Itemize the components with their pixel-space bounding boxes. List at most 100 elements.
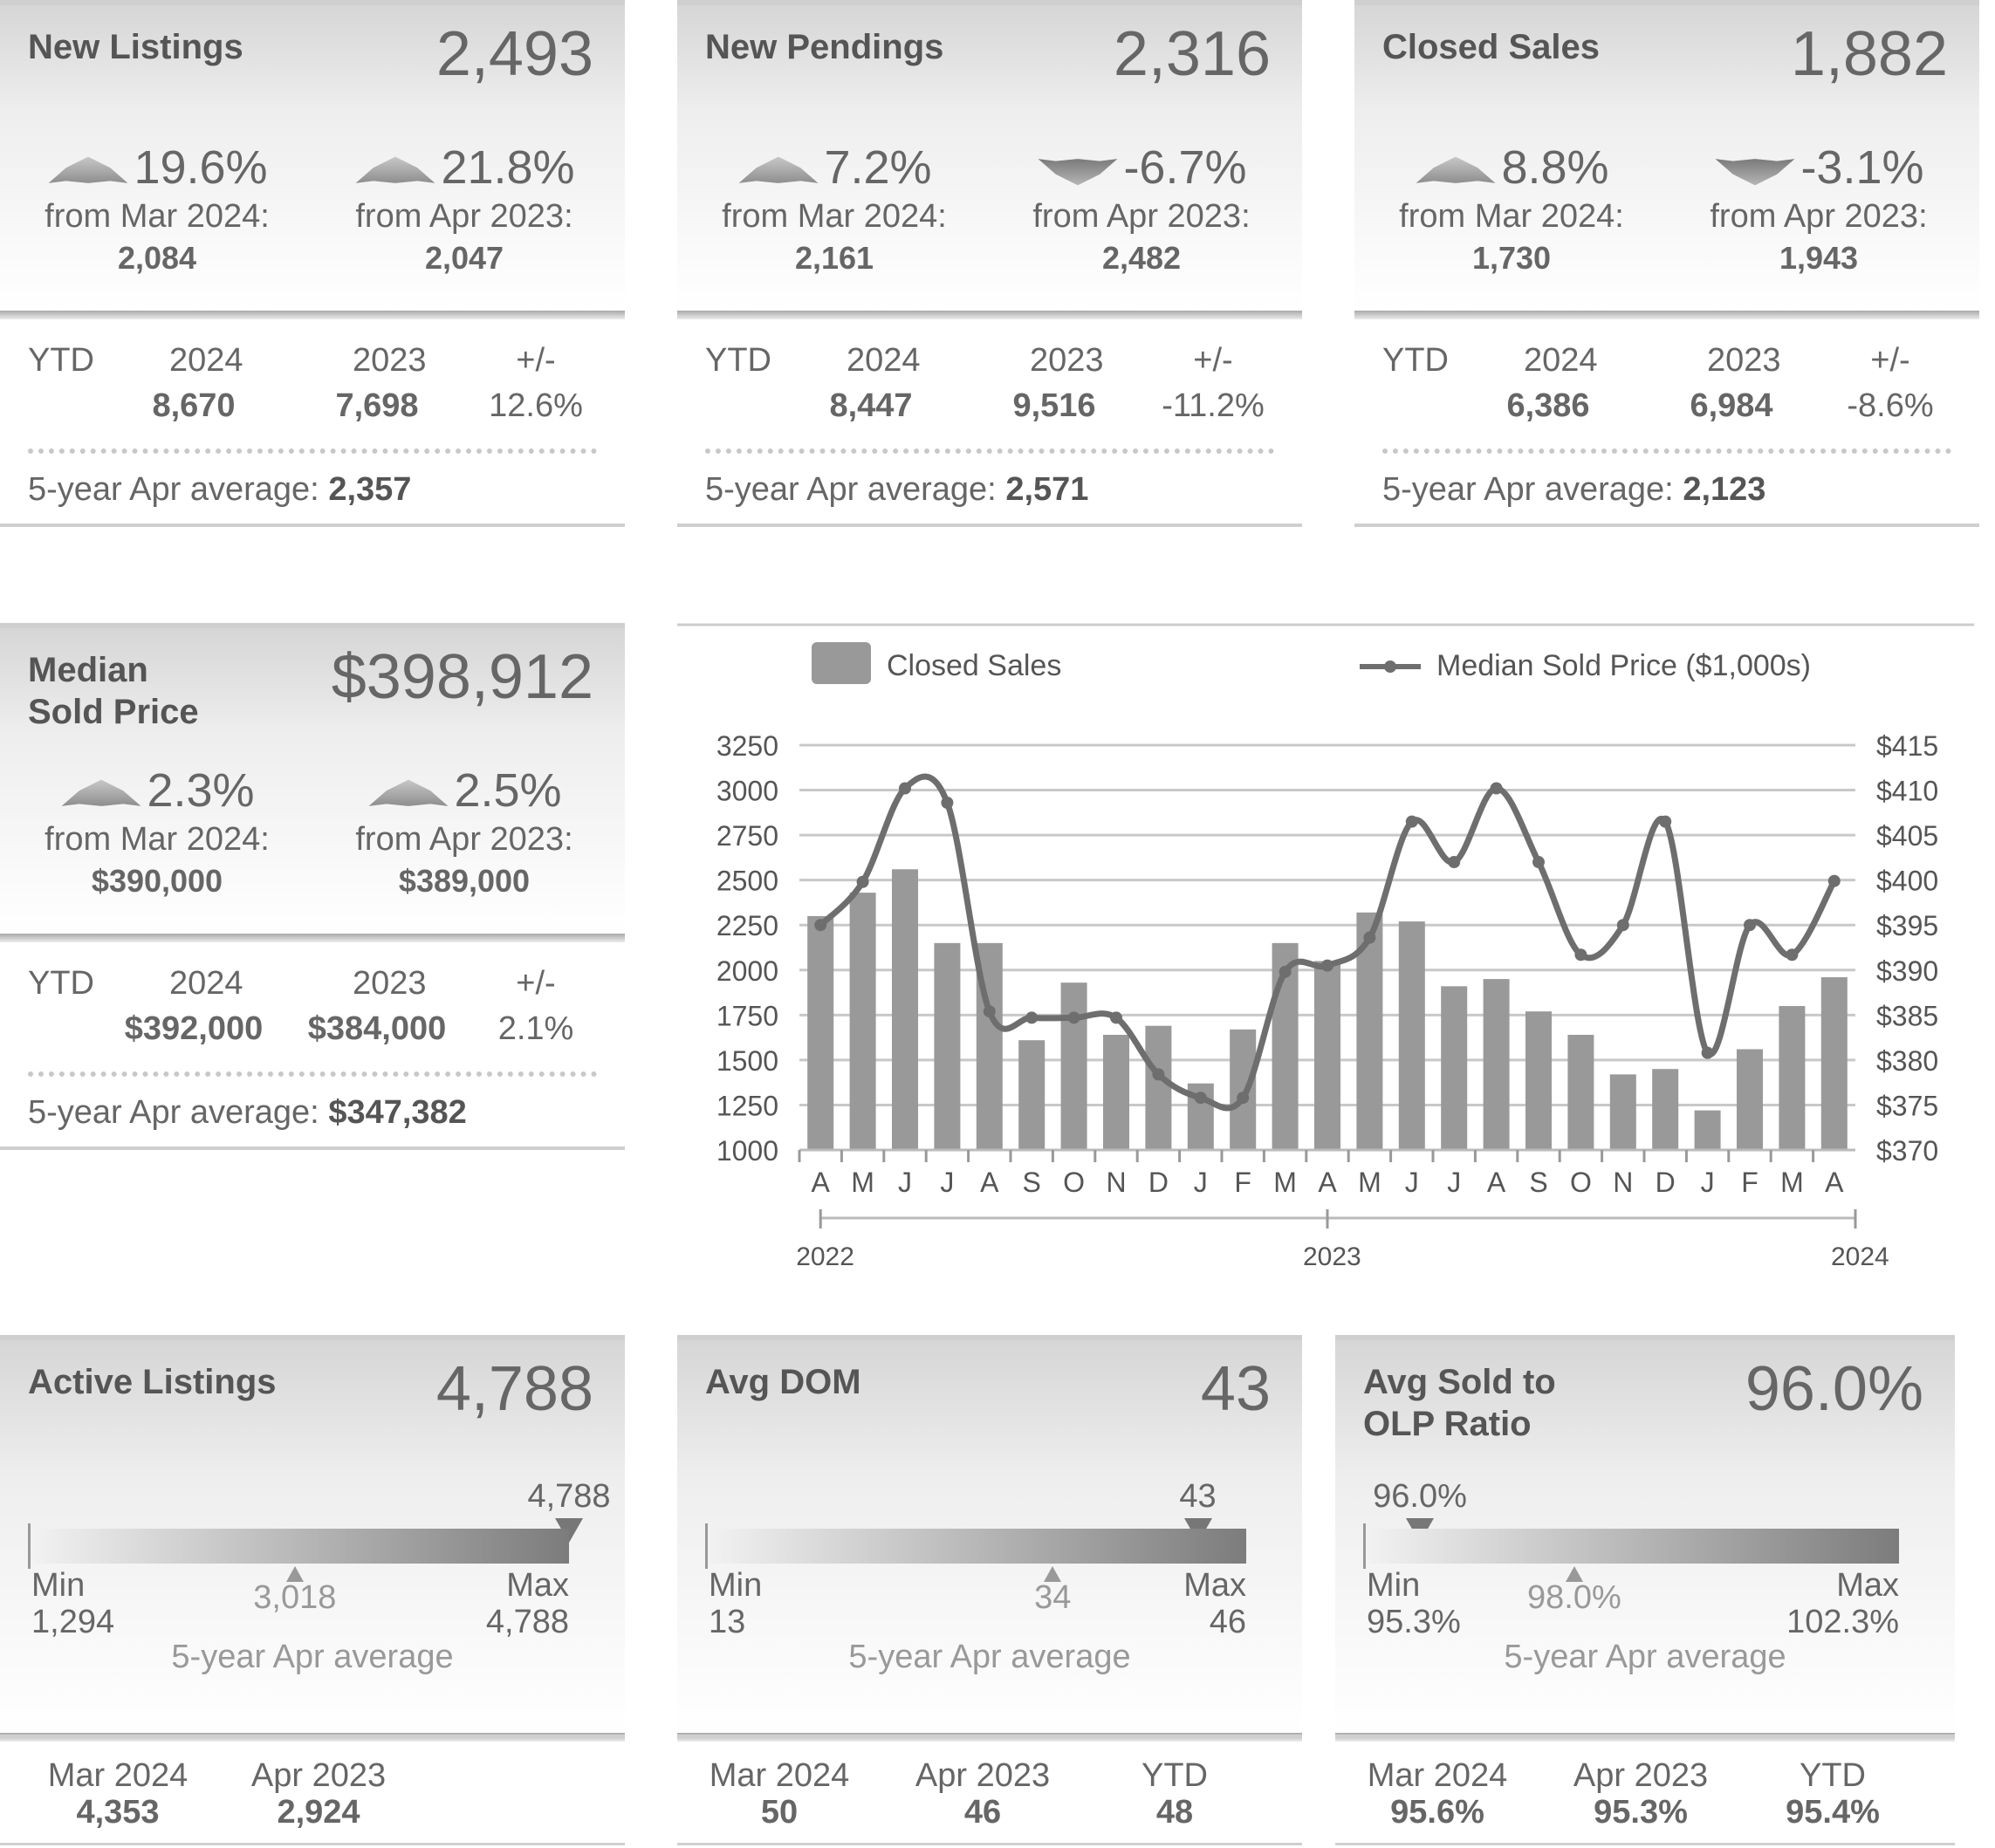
left-axis-tick-label: 3250	[716, 730, 778, 762]
left-axis-tick-label: 1250	[716, 1090, 778, 1121]
left-axis-tick-label: 2500	[716, 866, 778, 897]
compare-period: from Mar 2024:	[45, 821, 270, 858]
gauge-bar	[705, 1523, 1246, 1569]
comparison-cmp1: 2.3% from Mar 2024: $390,000	[9, 763, 305, 902]
compare-period: from Apr 2023:	[355, 821, 573, 858]
gauge-max-value: 102.3%	[1786, 1604, 1899, 1640]
ytd-year-prior: 2023	[353, 342, 427, 379]
gauge-average-caption: 5-year Apr average	[171, 1639, 454, 1675]
arrow-up-icon	[48, 156, 128, 183]
dotted-divider	[28, 1071, 597, 1077]
gauge-current-label: 96.0%	[1373, 1478, 1467, 1515]
right-axis-tick-label: $385	[1876, 1000, 1938, 1031]
right-axis-tick-label: $375	[1876, 1090, 1938, 1121]
arrow-up-icon	[1416, 156, 1496, 183]
gauge-average-marker-icon	[1565, 1566, 1583, 1582]
bar-closed-sales	[1483, 979, 1510, 1150]
card-divider	[0, 1735, 625, 1738]
gauge-min-value: 1,294	[31, 1604, 115, 1640]
right-axis-tick-label: $370	[1876, 1135, 1938, 1167]
x-axis-month-label: S	[1529, 1167, 1547, 1198]
ytd-value-current: 8,670	[152, 387, 236, 424]
year-axis-label: 2022	[796, 1242, 854, 1269]
ytd-value-current: $392,000	[124, 1010, 264, 1047]
arrow-up-icon	[61, 779, 141, 806]
footer-stat: YTD 48	[1141, 1757, 1208, 1831]
card-bottom-border	[677, 524, 1302, 527]
x-axis-month-label: A	[812, 1167, 831, 1198]
comparison-cmp1: 7.2% from Mar 2024: 2,161	[686, 140, 983, 279]
bar-closed-sales	[1736, 1049, 1764, 1150]
gauge-average-value: 34	[1034, 1579, 1072, 1616]
bar-closed-sales	[891, 869, 919, 1150]
arrow-up-icon	[355, 156, 435, 183]
compare-period: from Mar 2024:	[45, 198, 270, 235]
left-axis-tick-label: 3000	[716, 776, 778, 807]
card-value: 2,316	[1113, 19, 1271, 89]
dotted-divider	[28, 448, 597, 454]
gauge-current-marker-icon	[1183, 1518, 1212, 1543]
card-value: 4,788	[435, 1354, 593, 1424]
bar-closed-sales	[1652, 1069, 1679, 1150]
right-axis-tick-label: $380	[1876, 1045, 1938, 1077]
ytd-value-prior: $384,000	[307, 1010, 447, 1047]
legend-bar-label: Closed Sales	[887, 649, 1061, 682]
x-axis-month-label: A	[1318, 1167, 1337, 1198]
ytd-value-prior: 9,516	[1012, 387, 1096, 424]
point-median-sold-price	[1786, 948, 1799, 962]
right-axis-tick-label: $410	[1876, 776, 1938, 807]
five-year-average: 5-year Apr average: 2,123	[1382, 471, 1766, 508]
gauge-max-value: 4,788	[485, 1604, 569, 1640]
card-divider	[677, 1735, 1302, 1738]
ytd-year-prior: 2023	[1707, 342, 1781, 379]
compare-value: 1,943	[1779, 240, 1859, 276]
ytd-year-prior: 2023	[1030, 342, 1104, 379]
dotted-divider	[1382, 448, 1951, 454]
x-axis-month-label: A	[980, 1167, 999, 1198]
bar-closed-sales	[1398, 921, 1425, 1150]
x-axis-month-label: J	[940, 1167, 954, 1198]
x-axis-month-label: A	[1487, 1167, 1506, 1198]
gauge-min-label: Min	[1367, 1567, 1421, 1604]
change-percent: 8.8%	[1501, 141, 1609, 194]
right-axis-tick-label: $390	[1876, 955, 1938, 987]
gauge-min-label: Min	[31, 1567, 86, 1604]
bar-closed-sales	[849, 893, 876, 1150]
point-median-sold-price	[1616, 919, 1629, 932]
footer-stat: Apr 2023 46	[915, 1757, 1051, 1831]
point-median-sold-price	[983, 1005, 996, 1018]
card-value: 1,882	[1790, 19, 1948, 89]
ytd-label: YTD	[28, 342, 94, 379]
compare-value: 2,161	[794, 240, 874, 276]
card-title: New Pendings	[705, 28, 944, 66]
gauge-bar	[1363, 1523, 1899, 1569]
ytd-pm-label: +/-	[1193, 342, 1233, 379]
gauge-min-label: Min	[709, 1567, 763, 1604]
ytd-table: YTD 2024 2023 +/- 8,670 7,698 12.6%	[28, 342, 597, 429]
bar-closed-sales	[1018, 1040, 1045, 1150]
gauge-max-label: Max	[1183, 1567, 1246, 1604]
point-median-sold-price	[1405, 815, 1418, 828]
stat-card: New Listings 2,493 19.6% from Mar 2024: …	[0, 0, 625, 532]
card-title: Active Listings	[28, 1363, 277, 1401]
ytd-change: 12.6%	[489, 387, 583, 424]
card-bottom-border	[677, 1843, 1302, 1845]
compare-period: from Mar 2024:	[722, 198, 947, 235]
compare-period: from Apr 2023:	[355, 198, 573, 235]
point-median-sold-price	[1448, 856, 1461, 869]
gauge-average-marker-icon	[285, 1566, 304, 1582]
x-axis-month-label: D	[1656, 1167, 1676, 1198]
card-header	[0, 0, 625, 319]
gauge-current-marker-icon	[1406, 1518, 1434, 1543]
arrow-down-icon	[1715, 158, 1795, 186]
point-median-sold-price	[1110, 1011, 1122, 1024]
x-axis-month-label: J	[898, 1167, 912, 1198]
ytd-year-current: 2024	[847, 342, 921, 379]
change-percent: 21.8%	[441, 141, 575, 194]
gauge-panel: Avg Sold to OLP Ratio 96.0% 96.0% Min 95.…	[1335, 1335, 1955, 1742]
gauge-average-caption: 5-year Apr average	[1504, 1639, 1786, 1675]
point-median-sold-price	[899, 782, 911, 795]
x-axis-month-label: J	[1701, 1167, 1715, 1198]
card-bottom-border	[1354, 524, 1979, 527]
year-axis-label: 2023	[1303, 1242, 1361, 1269]
